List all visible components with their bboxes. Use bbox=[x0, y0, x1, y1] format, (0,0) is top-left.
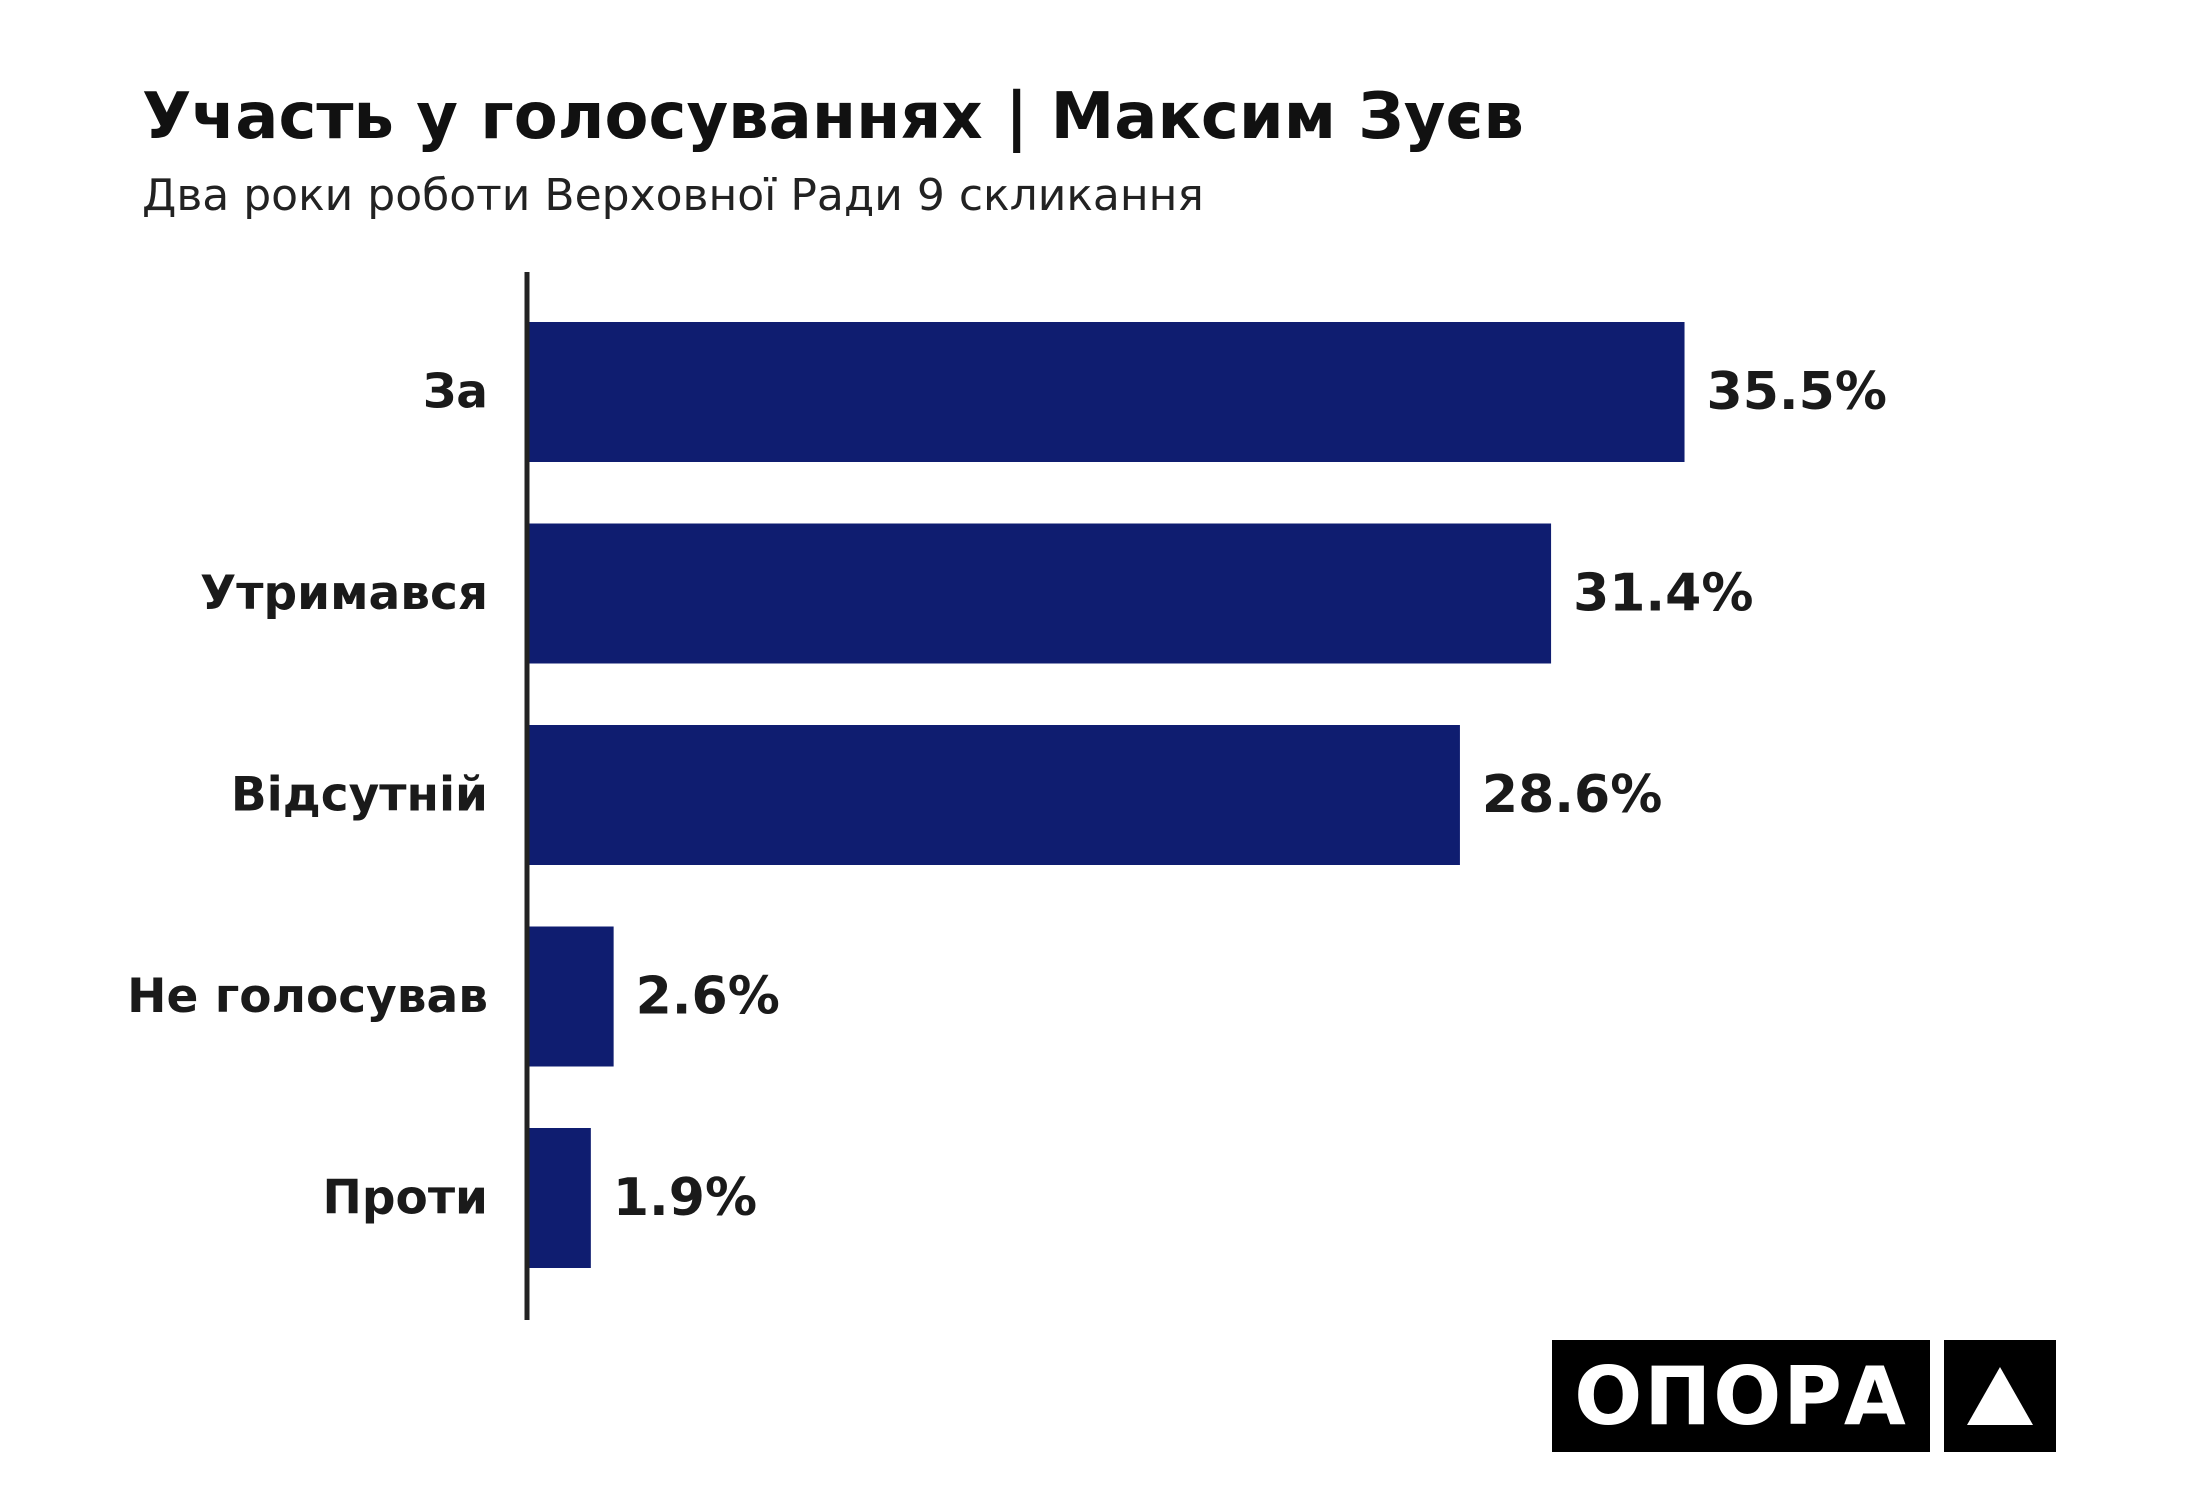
chart-subtitle: Два роки роботи Верховної Ради 9 скликан… bbox=[142, 170, 1204, 221]
bars-layer: За 35.5% Утримався 31.4% Відсутній 28.6% Не го… bbox=[127, 322, 1887, 1268]
bar-chart: За 35.5% Утримався 31.4% Відсутній 28.6% Не го… bbox=[127, 272, 1887, 1320]
value-label-0: 35.5% bbox=[1707, 362, 1887, 422]
bar-0 bbox=[529, 322, 1685, 462]
chart-title: Участь у голосуваннях | Максим Зуєв bbox=[142, 80, 1524, 154]
bar-3 bbox=[529, 926, 614, 1067]
opora-logo: ОПОРА bbox=[1552, 1340, 2056, 1452]
category-label-2: Відсутній bbox=[231, 768, 488, 823]
category-label-3: Не голосував bbox=[127, 969, 488, 1024]
bar-4 bbox=[529, 1128, 591, 1268]
category-label-1: Утримався bbox=[200, 566, 488, 621]
value-label-2: 28.6% bbox=[1482, 765, 1662, 825]
bar-2 bbox=[529, 725, 1460, 865]
logo-wordmark: ОПОРА bbox=[1552, 1340, 1930, 1452]
value-label-3: 2.6% bbox=[636, 967, 780, 1027]
category-label-0: За bbox=[423, 365, 488, 420]
bar-1 bbox=[529, 523, 1552, 664]
triangle-icon bbox=[1944, 1340, 2056, 1452]
value-label-1: 31.4% bbox=[1573, 564, 1753, 624]
category-label-4: Проти bbox=[323, 1171, 488, 1226]
value-label-4: 1.9% bbox=[613, 1168, 757, 1228]
